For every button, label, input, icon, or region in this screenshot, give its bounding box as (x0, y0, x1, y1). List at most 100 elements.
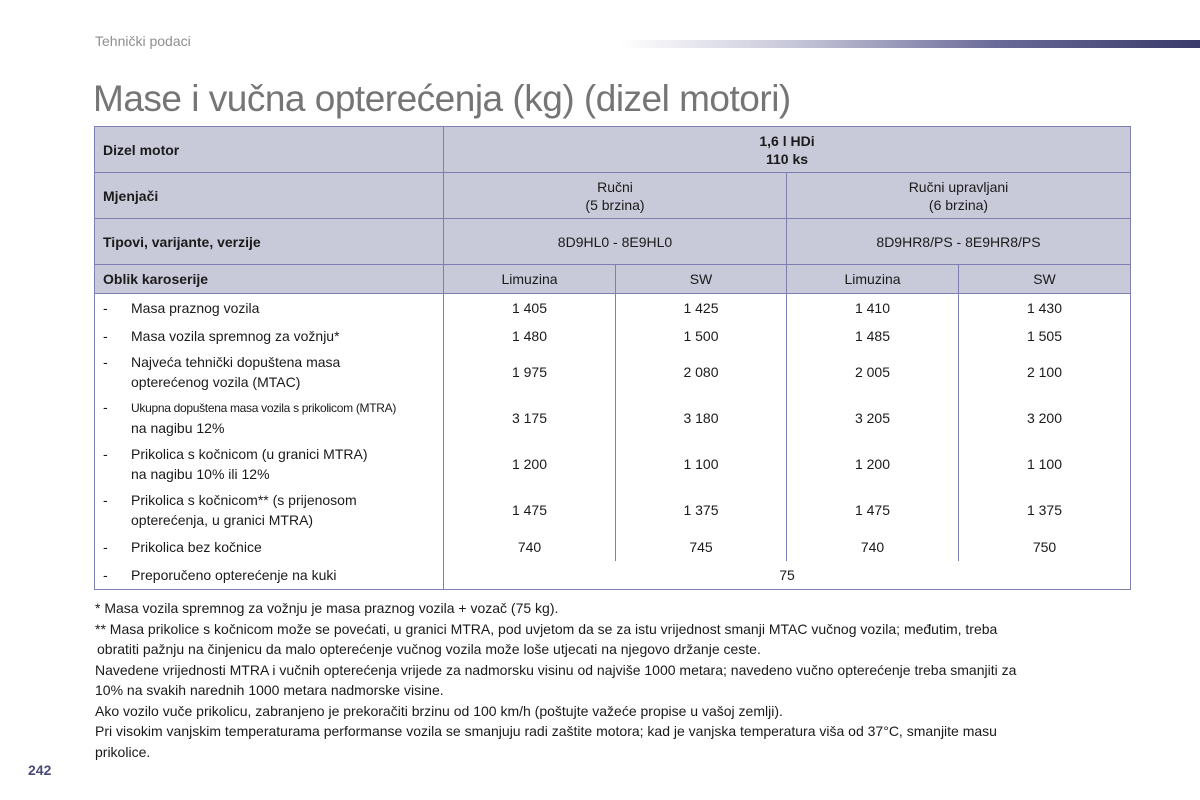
table-cell: 1 475 (443, 486, 616, 533)
table-row: - Ukupna dopuštena masa vozila s prikolic… (95, 394, 1131, 441)
gearbox-manual-speeds: (5 brzina) (585, 196, 645, 213)
table-cell: 3 205 (786, 394, 959, 441)
row-dash: - (103, 354, 108, 370)
table-cell: 3 200 (958, 394, 1131, 441)
row-label: - Masa vozila spremnog za vožnju* (95, 322, 444, 350)
row-dash: - (103, 327, 108, 344)
body-sw-2: SW (958, 264, 1131, 294)
table-cell: 1 430 (958, 293, 1131, 322)
table-cell: 75 (443, 560, 1131, 590)
footnotes: * Masa vozila spremnog za vožnju je masa… (95, 598, 1130, 762)
table-cell: 740 (443, 532, 616, 561)
table-cell: 1 975 (443, 349, 616, 395)
table-row: - Prikolica bez kočnice 740 745 740 750 (95, 532, 1131, 561)
footnote-1: * Masa vozila spremnog za vožnju je masa… (95, 600, 559, 616)
table-cell: 1 375 (958, 486, 1131, 533)
row-label: - Ukupna dopuštena masa vozila s prikolic… (95, 395, 444, 441)
body-sedan-1: Limuzina (443, 264, 616, 294)
table-row: - Prikolica s kočnicom (u granici MTRA) na… (95, 440, 1131, 487)
table-row: - Masa praznog vozila 1 405 1 425 1 410 1… (95, 293, 1131, 322)
row-label: - Preporučeno opterećenje na kuki (95, 561, 444, 590)
table-cell: 1 100 (615, 440, 787, 487)
row-text: Prikolica bez kočnice (131, 538, 262, 555)
header-bar (620, 40, 1200, 48)
engine-label: Dizel motor (94, 126, 444, 173)
row-label: - Masa praznog vozila (95, 294, 444, 322)
row-dash: - (103, 445, 108, 462)
section-title: Tehnički podaci (95, 33, 191, 49)
row-label: - Najveća tehnički dopuštena masa optereće… (95, 350, 444, 395)
types-label: Tipovi, varijante, verzije (94, 218, 444, 265)
table-cell: 2 100 (958, 349, 1131, 395)
engine-value: 1,6 l HDi 110 ks (443, 126, 1131, 173)
row-text: Masa praznog vozila (131, 299, 260, 316)
note-temperature: Pri visokim vanjskim temperaturama perfo… (95, 723, 997, 739)
row-dash: - (103, 566, 108, 583)
types-row: Tipovi, varijante, verzije 8D9HL0 - 8E9H… (94, 218, 1131, 265)
row-text-continued: na nagibu 10% ili 12% (131, 465, 270, 482)
table-cell: 1 410 (786, 293, 959, 322)
table-cell: 1 500 (615, 321, 787, 350)
gearbox-manual: Ručni (5 brzina) (443, 172, 787, 219)
row-label: - Prikolica s kočnicom (u granici MTRA) na… (95, 441, 444, 487)
note-altitude: Navedene vrijednosti MTRA i vučnih opter… (95, 661, 1017, 678)
table-cell: 2 005 (786, 349, 959, 395)
table-cell: 1 475 (786, 486, 959, 533)
type-automated: 8D9HR8/PS - 8E9HR8/PS (786, 218, 1131, 265)
footnote-2-continued: obratiti pažnju na činjenicu da malo opt… (95, 639, 1130, 660)
row-dash: - (103, 491, 108, 508)
gearbox-label: Mjenjači (94, 172, 444, 219)
row-label: - Prikolica bez kočnice (95, 533, 444, 561)
row-dash: - (103, 399, 108, 415)
table-row-towball: - Preporučeno opterećenje na kuki 75 (95, 560, 1131, 590)
specs-table: Dizel motor 1,6 l HDi 110 ks Mjenjači Ru… (94, 126, 1131, 590)
row-dash: - (103, 538, 108, 555)
row-text-continued: opterećenja, u granici MTRA) (131, 511, 314, 528)
note-temperature-continued: prikolice. (95, 743, 151, 760)
gearbox-automated-name: Ručni upravljani (908, 178, 1009, 195)
table-row: - Masa vozila spremnog za vožnju* 1 480 1… (95, 321, 1131, 350)
gearbox-automated-speeds: (6 brzina) (928, 196, 989, 213)
row-text: Masa vozila spremnog za vožnju* (131, 327, 340, 344)
body-sw-1: SW (615, 264, 787, 294)
table-cell: 1 425 (615, 293, 787, 322)
row-text: Prikolica s kočnicom** (s prijenosom (131, 491, 357, 508)
row-text: Prikolica s kočnicom (u granici MTRA) (131, 445, 368, 462)
gearbox-row: Mjenjači Ručni (5 brzina) Ručni upravlja… (94, 172, 1131, 219)
table-cell: 750 (958, 532, 1131, 561)
table-cell: 1 480 (443, 321, 616, 350)
row-text: Najveća tehnički dopuštena masa (131, 354, 341, 370)
table-cell: 1 100 (958, 440, 1131, 487)
gearbox-manual-name: Ručni (597, 178, 633, 195)
table-cell: 745 (615, 532, 787, 561)
body-label: Oblik karoserije (94, 264, 444, 294)
table-cell: 1 405 (443, 293, 616, 322)
row-text-continued: opterećenog vozila (MTAC) (131, 374, 301, 390)
table-row: - Prikolica s kočnicom** (s prijenosom opt… (95, 486, 1131, 533)
table-cell: 2 080 (615, 349, 787, 395)
page-title: Mase i vučna opterećenja (kg) (dizel mot… (93, 78, 791, 119)
footnote-2: ** Masa prikolice s kočnicom može se pov… (95, 620, 998, 637)
table-cell: 3 180 (615, 394, 787, 441)
page-number: 242 (28, 762, 52, 778)
table-cell: 1 375 (615, 486, 787, 533)
note-altitude-continued: 10% na svakih narednih 1000 metara nadmo… (95, 682, 444, 698)
table-cell: 1 200 (443, 440, 616, 487)
row-text: Ukupna dopuštena masa vozila s prikolico… (131, 401, 397, 415)
table-cell: 1 485 (786, 321, 959, 350)
footnote-2-text: obratiti pažnju na činjenicu da malo opt… (97, 641, 761, 657)
table-cell: 740 (786, 532, 959, 561)
type-manual: 8D9HL0 - 8E9HL0 (443, 218, 787, 265)
engine-power: 110 ks (765, 150, 809, 167)
table-cell: 1 505 (958, 321, 1131, 350)
row-label: - Prikolica s kočnicom** (s prijenosom opt… (95, 487, 444, 533)
engine-row: Dizel motor 1,6 l HDi 110 ks (94, 126, 1131, 173)
row-dash: - (103, 299, 108, 316)
engine-displacement: 1,6 l HDi (759, 132, 815, 149)
body-sedan-2: Limuzina (786, 264, 959, 294)
note-speed: Ako vozilo vuče prikolicu, zabranjeno je… (95, 702, 783, 719)
body-row: Oblik karoserije Limuzina SW Limuzina SW (94, 264, 1131, 294)
row-text-continued: na nagibu 12% (131, 420, 225, 436)
row-text: Preporučeno opterećenje na kuki (131, 566, 337, 583)
gearbox-automated: Ručni upravljani (6 brzina) (786, 172, 1131, 219)
